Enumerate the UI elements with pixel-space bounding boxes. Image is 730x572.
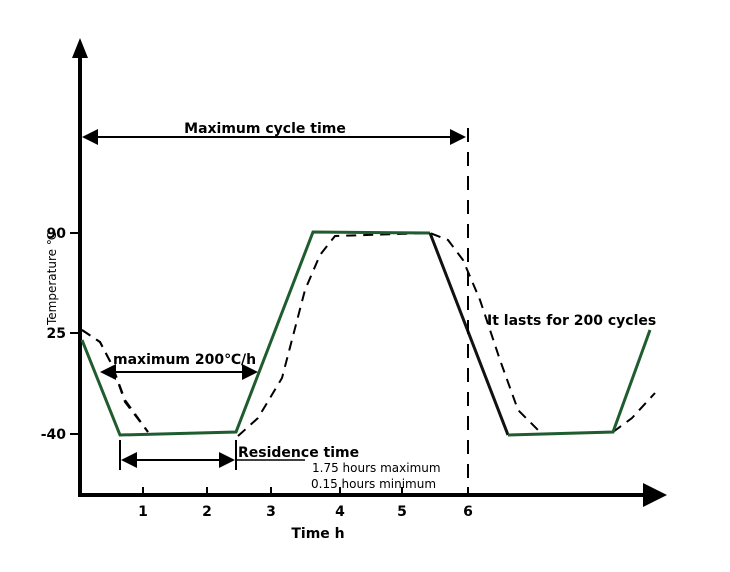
x-tick-label: 4 xyxy=(335,504,345,520)
y-axis-label: Temperature ℃ xyxy=(45,232,59,326)
x-tick-label: 6 xyxy=(463,504,473,520)
x-axis-arrow xyxy=(643,483,667,507)
temperature-profile xyxy=(80,230,431,437)
rate-label: maximum 200℃/h xyxy=(113,352,256,368)
x-tick-label: 5 xyxy=(397,504,407,520)
cycles-label: It lasts for 200 cycles xyxy=(487,313,656,329)
dashed-chamber-curve xyxy=(81,231,656,437)
dashed-chamber-curve xyxy=(81,329,149,433)
y-axis-arrow xyxy=(72,38,88,58)
y-tick-label: -40 xyxy=(41,427,67,443)
x-tick-label: 1 xyxy=(138,504,148,520)
residence-max-label: 1.75 hours maximum xyxy=(312,461,441,475)
x-tick-label: 2 xyxy=(202,504,212,520)
residence-label: Residence time xyxy=(238,445,359,461)
temperature-profile xyxy=(507,329,652,437)
y-tick-label: 90 xyxy=(47,226,67,242)
y-ticks xyxy=(70,232,80,435)
x-axis-label: Time h xyxy=(291,526,344,542)
residence-min-label: 0.15 hours minimum xyxy=(311,477,436,491)
x-ticks xyxy=(142,487,469,495)
cycle-time-label: Maximum cycle time xyxy=(184,121,346,137)
y-tick-label: 25 xyxy=(47,326,66,342)
x-tick-label: 3 xyxy=(266,504,276,520)
